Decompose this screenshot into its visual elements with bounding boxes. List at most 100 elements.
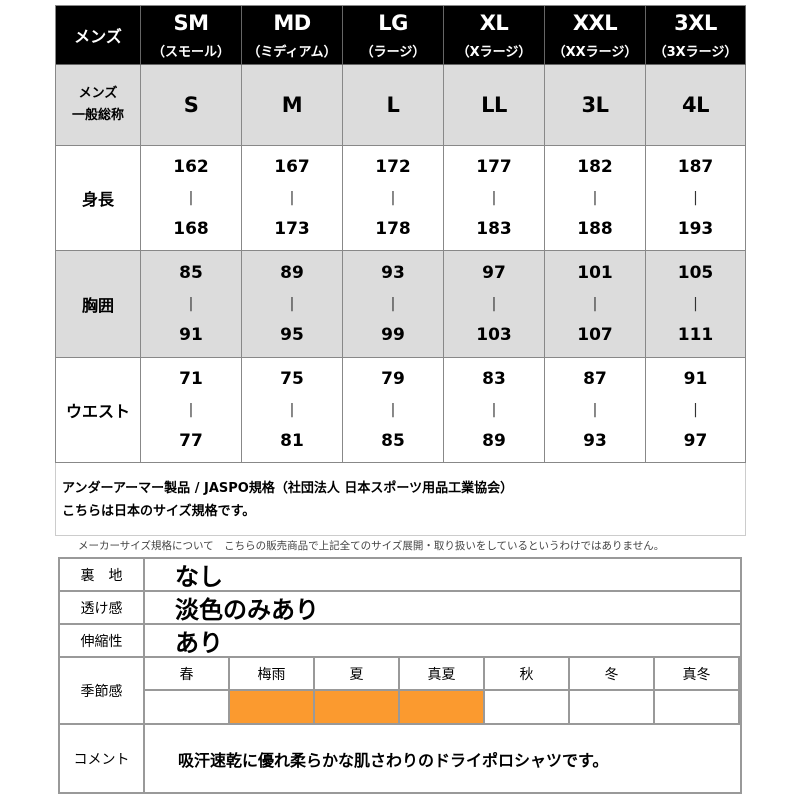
general-size: LL [481,93,507,117]
season-name: 真冬 [682,666,711,683]
size-code: LG [378,10,408,35]
general-label-cell: メンズ 一般総称 [56,65,141,146]
waist-max: 89 [482,431,506,451]
height-min: 172 [375,157,411,177]
size-header: XXL （XXラージ） [545,6,646,65]
season-name-cell: 春 [145,658,230,691]
chest-max: 107 [577,325,613,345]
size-code: 3XL [674,10,717,35]
chest-cell: 93 | 99 [343,251,444,358]
general-size-cell: 4L [646,65,746,146]
waist-min: 71 [179,369,203,389]
chest-min: 101 [577,263,613,283]
chest-cell: 105 | 111 [646,251,746,358]
lining-value: なし [175,563,223,591]
size-header: LG （ラージ） [343,6,444,65]
chest-max: 99 [381,325,405,345]
height-max: 173 [274,219,310,239]
row-label: 胸囲 [81,296,114,315]
disclaimer: メーカーサイズ規格について こちらの販売商品で上記全てのサイズ展開・取り扱いをし… [78,540,665,552]
chest-min: 93 [381,263,405,283]
size-header: 3XL （3Xラージ） [646,6,746,65]
chest-cell: 89 | 95 [242,251,343,358]
waist-cell: 79 | 85 [343,358,444,463]
range-separator: | [693,190,698,206]
waist-min: 83 [482,369,506,389]
size-code: XL [479,10,509,35]
size-name: （ミディアム） [247,44,337,60]
waist-cell: 75 | 81 [242,358,343,463]
season-name-cell: 真冬 [655,658,740,691]
waist-min: 87 [583,369,607,389]
range-separator: | [289,190,295,206]
row-label: ウエスト [65,402,130,421]
waist-label-cell: ウエスト [56,358,141,463]
chest-max: 103 [476,325,512,345]
range-separator: | [592,190,598,206]
range-separator: | [491,402,497,418]
range-separator: | [289,296,295,312]
season-indicator [400,691,485,725]
general-size-cell: S [141,65,242,146]
general-size: L [386,93,400,117]
size-name: （スモール） [151,44,230,60]
chest-label-cell: 胸囲 [56,251,141,358]
sheer-label: 透け感 [80,600,123,617]
comment-label-cell: コメント [60,725,145,792]
range-separator: | [491,190,497,206]
note-line-1: アンダーアーマー製品 / JASPO規格（社団法人 日本スポーツ用品工業協会） [62,481,514,496]
season-name-cell: 冬 [570,658,655,691]
general-size-cell: LL [444,65,545,146]
season-name: 秋 [519,666,534,683]
size-code: SM [173,10,209,35]
height-max: 168 [173,219,209,239]
height-max: 178 [375,219,411,239]
season-name-cell: 梅雨 [230,658,315,691]
corner-label: メンズ [74,27,122,46]
lining-label-cell: 裏 地 [60,559,145,592]
size-code: MD [273,10,311,35]
waist-max: 81 [280,431,304,451]
waist-min: 91 [683,369,708,389]
height-max: 193 [677,219,714,239]
range-separator: | [390,190,396,206]
general-size: 3L [581,93,610,117]
waist-max: 85 [381,431,405,451]
height-cell: 162 | 168 [141,146,242,251]
sheer-value: 淡色のみあり [175,596,319,624]
range-separator: | [390,296,396,312]
size-header: MD （ミディアム） [242,6,343,65]
season-label: 季節感 [80,683,123,700]
season-indicator [145,691,230,725]
stretch-label-cell: 伸縮性 [60,625,145,658]
size-name: （ラージ） [360,44,426,60]
chest-max: 95 [280,325,304,345]
waist-max: 77 [179,431,203,451]
chest-cell: 85 | 91 [141,251,242,358]
chest-max: 111 [677,325,714,345]
height-min: 177 [476,157,512,177]
season-name-cell: 真夏 [400,658,485,691]
height-cell: 182 | 188 [545,146,646,251]
season-indicator [655,691,740,725]
size-code: XXL [572,10,618,35]
height-cell: 177 | 183 [444,146,545,251]
season-name: 春 [179,666,194,683]
waist-max: 93 [583,431,607,451]
range-separator: | [693,296,698,312]
height-min: 162 [173,157,209,177]
waist-cell: 71 | 77 [141,358,242,463]
spec-table: 裏 地 なし 透け感 淡色のみあり 伸縮性 あり 季節感 春 梅雨 夏 真夏 秋 冬 真冬 コメント 吸汗速乾… [58,557,742,794]
size-note: アンダーアーマー製品 / JASPO規格（社団法人 日本スポーツ用品工業協会） … [55,463,746,536]
height-max: 183 [476,219,512,239]
size-name: （XXラージ） [552,44,638,60]
height-cell: 187 | 193 [646,146,746,251]
comment-label: コメント [73,751,130,768]
range-separator: | [592,402,598,418]
size-header: SM （スモール） [141,6,242,65]
size-name: （3Xラージ） [653,44,738,60]
season-name: 冬 [604,666,619,683]
size-name: （Xラージ） [456,44,532,60]
waist-min: 75 [280,369,304,389]
waist-min: 79 [381,369,405,389]
